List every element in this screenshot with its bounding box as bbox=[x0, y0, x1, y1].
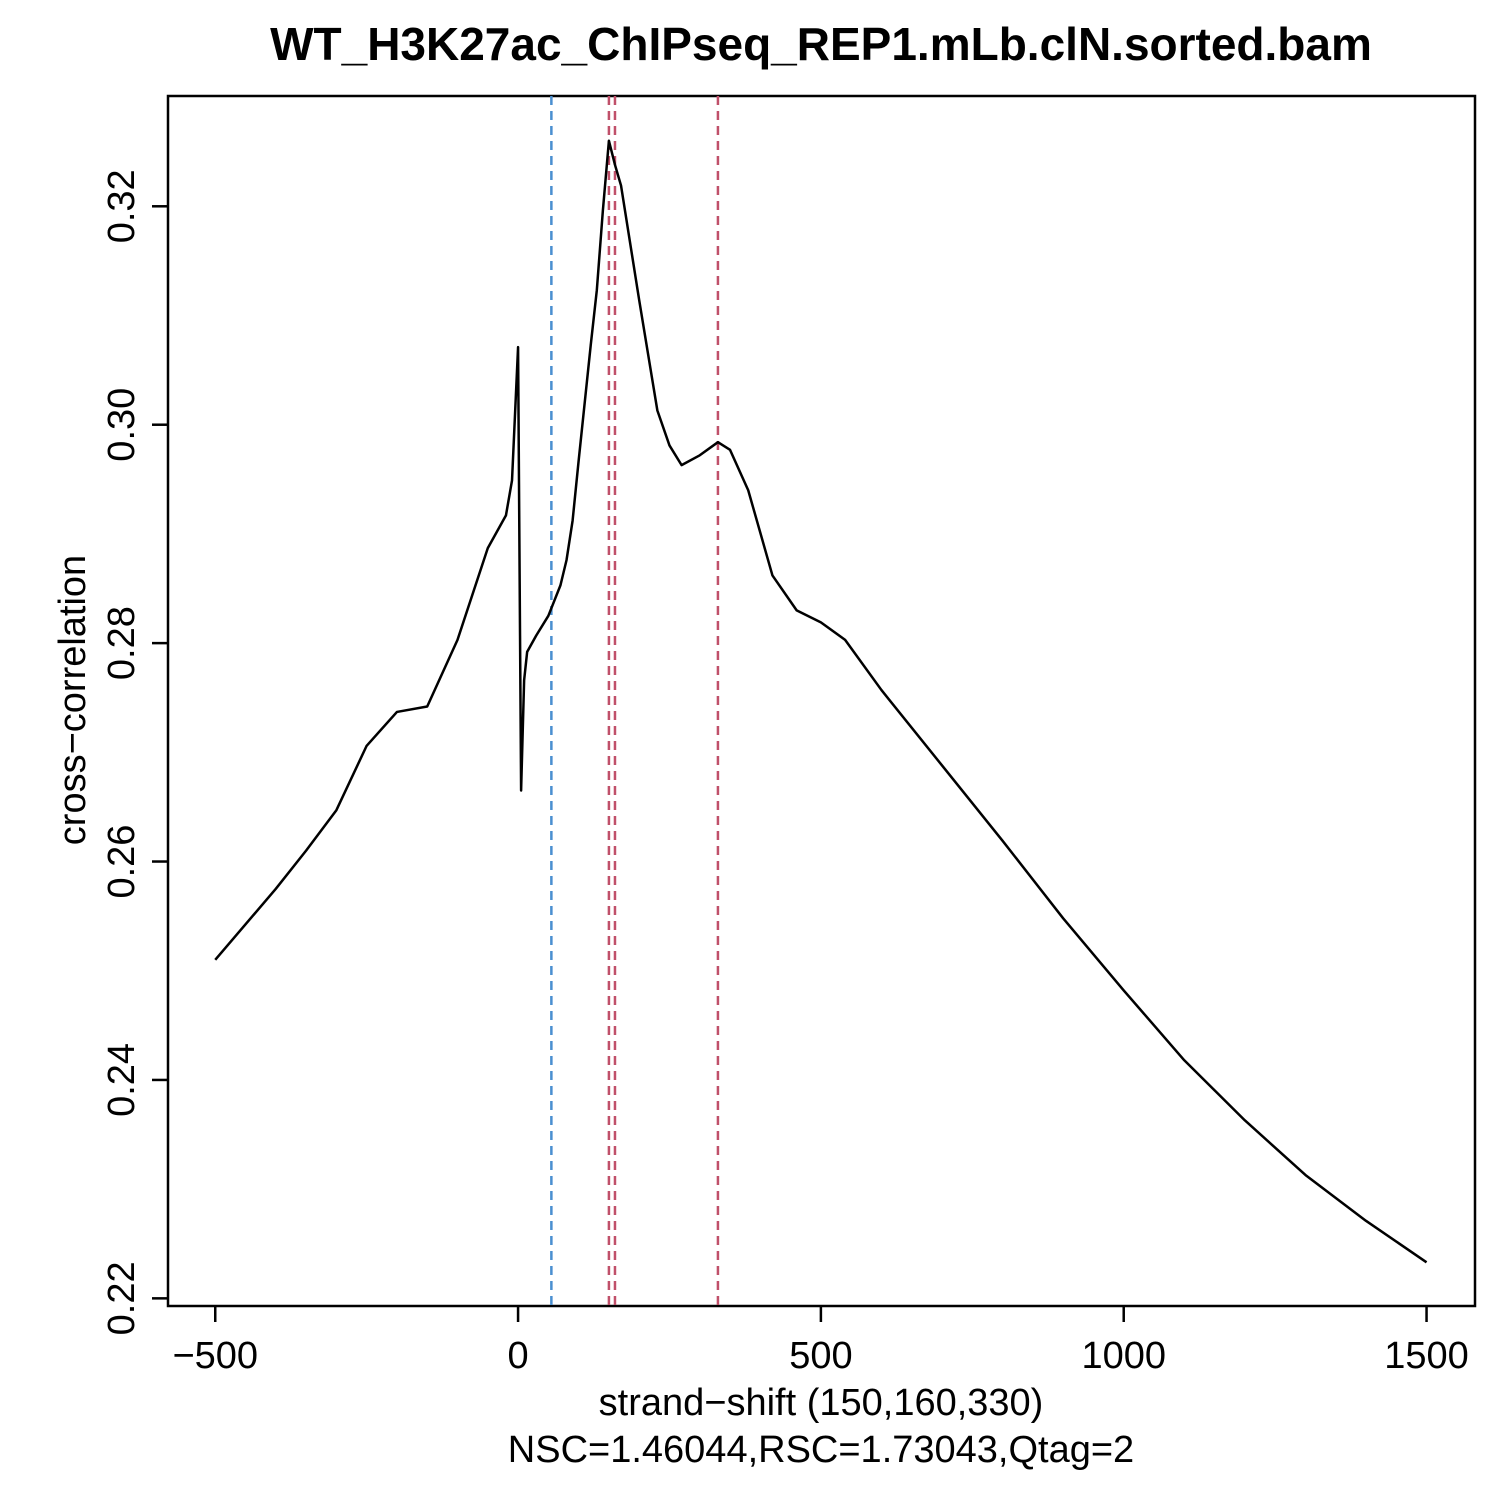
y-tick-label: 0.26 bbox=[101, 825, 143, 899]
subtitle: NSC=1.46044,RSC=1.73043,Qtag=2 bbox=[508, 1429, 1134, 1471]
data-line bbox=[214, 139, 1428, 1264]
x-tick-label: 1500 bbox=[1384, 1335, 1469, 1377]
y-axis-label: cross−correlation bbox=[52, 555, 94, 845]
x-tick-label: −500 bbox=[172, 1335, 258, 1377]
y-tick-label: 0.30 bbox=[101, 388, 143, 462]
y-tick-label: 0.22 bbox=[101, 1261, 143, 1335]
chart-title: WT_H3K27ac_ChIPseq_REP1.mLb.clN.sorted.b… bbox=[270, 18, 1372, 70]
y-tick-label: 0.32 bbox=[101, 169, 143, 243]
x-axis-label: strand−shift (150,160,330) bbox=[599, 1382, 1044, 1424]
y-tick-label: 0.24 bbox=[101, 1043, 143, 1117]
y-tick-label: 0.28 bbox=[101, 606, 143, 680]
x-tick-label: 0 bbox=[507, 1335, 528, 1377]
plot-frame bbox=[166, 94, 1477, 1308]
x-tick-label: 1000 bbox=[1081, 1335, 1166, 1377]
x-tick-label: 500 bbox=[789, 1335, 852, 1377]
